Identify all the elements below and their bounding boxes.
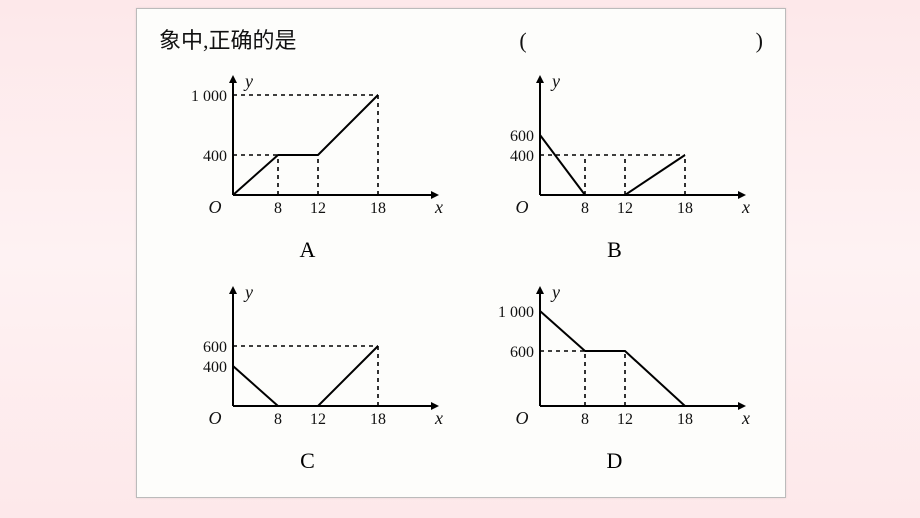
svg-text:O: O [208, 197, 221, 217]
svg-text:18: 18 [370, 200, 386, 217]
svg-text:8: 8 [274, 200, 282, 217]
svg-text:12: 12 [310, 200, 326, 217]
chart-label-B: B [607, 237, 622, 263]
chart-label-D: D [607, 448, 623, 474]
chart-svg-D: y x O 600 1 000 8 12 18 [470, 276, 760, 446]
svg-text:1 000: 1 000 [191, 88, 227, 105]
svg-text:1 000: 1 000 [498, 304, 534, 321]
svg-text:12: 12 [617, 200, 633, 217]
svg-text:600: 600 [510, 128, 534, 145]
question-line: 象中,正确的是 () [159, 23, 763, 55]
svg-text:600: 600 [510, 344, 534, 361]
svg-text:O: O [515, 408, 528, 428]
svg-text:8: 8 [581, 200, 589, 217]
svg-text:8: 8 [274, 411, 282, 428]
chart-svg-C: y x O 400 600 8 12 18 [163, 276, 453, 446]
chart-svg-B: y x O 400 600 8 12 18 [470, 65, 760, 235]
svg-text:400: 400 [203, 148, 227, 165]
question-card: 象中,正确的是 () y x O 400 1 000 8 12 18 A y x O 400 600 8… [136, 8, 786, 498]
svg-text:8: 8 [581, 411, 589, 428]
svg-text:400: 400 [203, 359, 227, 376]
svg-text:y: y [550, 282, 560, 302]
svg-text:18: 18 [677, 411, 693, 428]
svg-text:x: x [434, 408, 443, 428]
charts-grid: y x O 400 1 000 8 12 18 A y x O 400 600 8 12 18 B y x O 4… [157, 65, 765, 481]
svg-text:18: 18 [677, 200, 693, 217]
chart-label-C: C [300, 448, 315, 474]
svg-text:12: 12 [310, 411, 326, 428]
chart-A: y x O 400 1 000 8 12 18 A [157, 65, 458, 270]
svg-text:y: y [550, 71, 560, 91]
svg-text:12: 12 [617, 411, 633, 428]
chart-B: y x O 400 600 8 12 18 B [464, 65, 765, 270]
chart-D: y x O 600 1 000 8 12 18 D [464, 276, 765, 481]
question-text: 象中,正确的是 [159, 23, 297, 55]
chart-C: y x O 400 600 8 12 18 C [157, 276, 458, 481]
chart-label-A: A [300, 237, 316, 263]
svg-text:O: O [515, 197, 528, 217]
svg-text:400: 400 [510, 148, 534, 165]
svg-text:y: y [243, 71, 253, 91]
svg-text:y: y [243, 282, 253, 302]
svg-text:x: x [434, 197, 443, 217]
chart-svg-A: y x O 400 1 000 8 12 18 [163, 65, 453, 235]
svg-text:O: O [208, 408, 221, 428]
answer-paren: ( [519, 28, 566, 54]
svg-text:x: x [741, 408, 750, 428]
svg-text:x: x [741, 197, 750, 217]
svg-text:18: 18 [370, 411, 386, 428]
answer-paren-close: ) [756, 28, 763, 54]
svg-text:600: 600 [203, 339, 227, 356]
